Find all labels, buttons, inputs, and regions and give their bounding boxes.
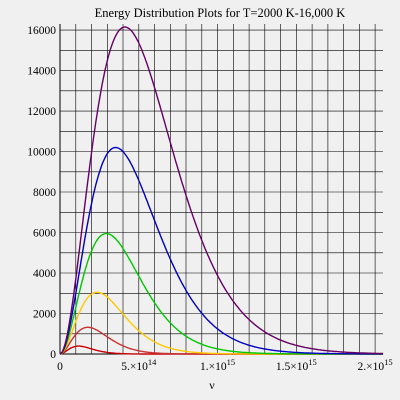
x-tick-label: 5.×1014	[121, 357, 157, 373]
y-tick-label: 4000	[33, 268, 56, 280]
x-tick-label: 2.×1015	[358, 357, 393, 373]
y-tick-label: 12000	[27, 106, 56, 118]
series-line-6	[59, 26, 383, 355]
series-line-4	[59, 232, 383, 355]
y-tick-label: 8000	[33, 187, 56, 199]
x-axis-label: ν	[209, 378, 215, 392]
series	[59, 26, 384, 355]
x-tick-label: 0	[57, 361, 63, 373]
series-line-3	[59, 291, 383, 355]
y-tick-label: 2000	[33, 309, 56, 321]
y-tick-label: 10000	[27, 147, 56, 159]
x-tick-label: 1.×1015	[200, 357, 235, 373]
axes	[59, 24, 383, 355]
y-tick-label: 0	[50, 349, 56, 361]
grid	[60, 24, 383, 354]
tick-labels: 0 2000 4000 6000 8000 10000 12000 14000 16000 0 5.…	[27, 25, 392, 373]
y-tick-label: 16000	[27, 25, 56, 37]
y-tick-label: 14000	[27, 66, 56, 78]
x-tick-label: 1.5×1015	[276, 357, 317, 373]
y-tick-label: 6000	[33, 228, 56, 240]
series-line-5	[59, 146, 384, 355]
chart-title: Energy Distribution Plots for T=2000 K-1…	[95, 6, 346, 20]
